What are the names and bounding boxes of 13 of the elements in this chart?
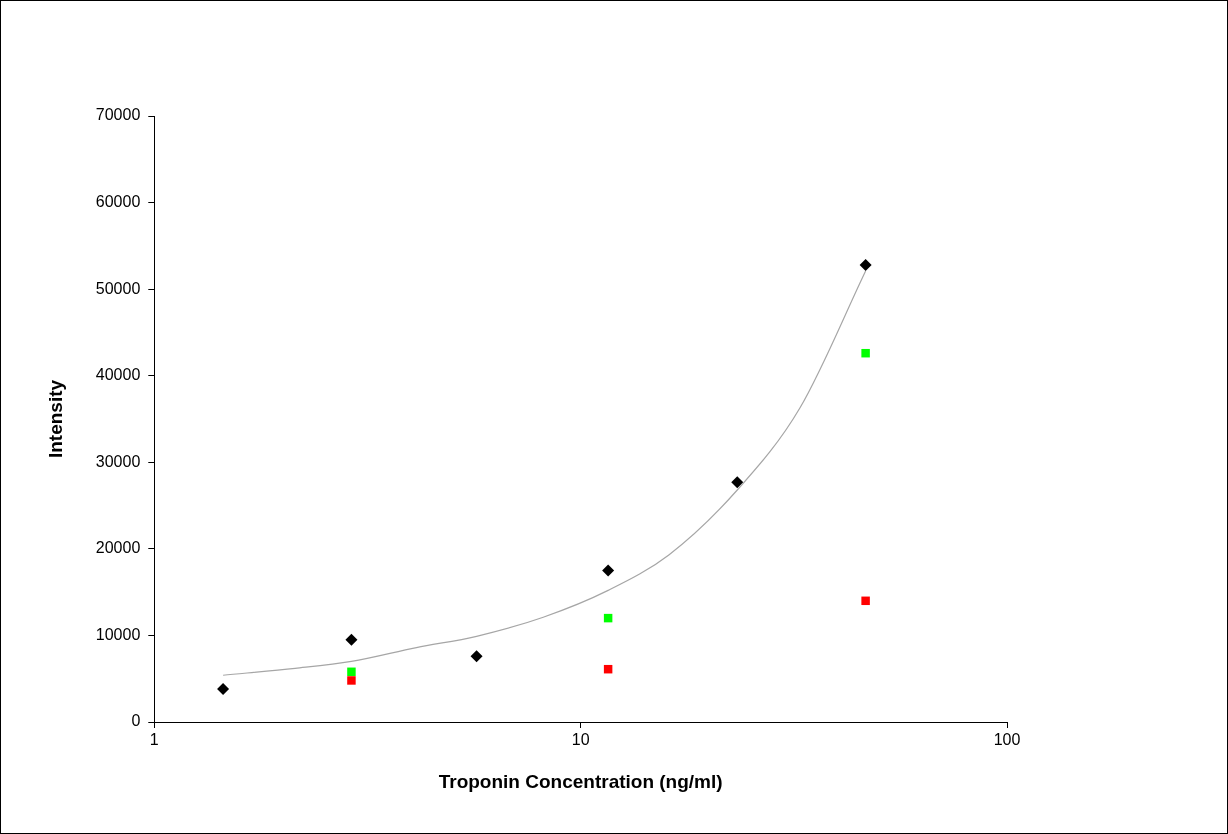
y-tick-label: 20000 <box>95 539 141 557</box>
y-axis-title: Intensity <box>44 379 66 459</box>
y-tick-label: 10000 <box>95 625 141 643</box>
y-tick-label: 50000 <box>95 279 141 297</box>
x-tick-label: 1 <box>149 731 159 749</box>
x-tick-label: 10 <box>571 731 590 749</box>
y-tick-label: 40000 <box>95 366 141 384</box>
y-tick-label: 70000 <box>95 106 141 124</box>
y-tick-label: 30000 <box>95 452 141 470</box>
x-tick-label: 100 <box>993 731 1021 749</box>
y-tick-label: 60000 <box>95 192 141 210</box>
x-axis-title: Troponin Concentration (ng/ml) <box>438 770 723 792</box>
y-tick-label: 0 <box>131 712 141 730</box>
